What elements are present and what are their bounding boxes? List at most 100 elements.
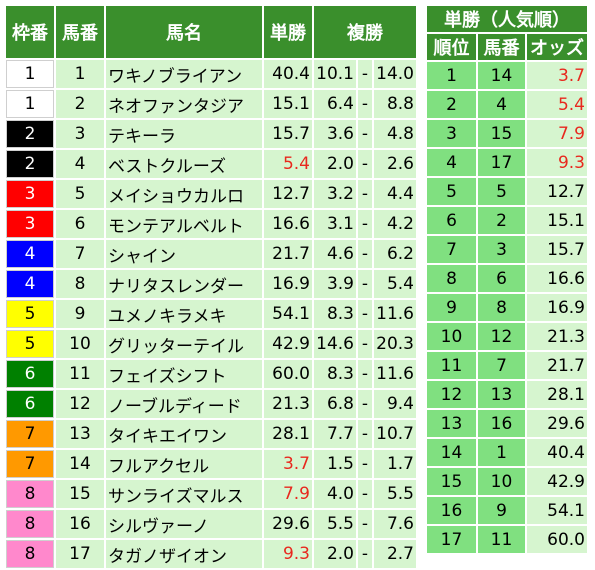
place-separator: -: [358, 510, 372, 538]
table-row: 8 17 タガノザイオン 9.3 2.0-2.7: [6, 540, 416, 568]
popularity-rank: 1: [427, 62, 476, 89]
win-odds: 29.6: [264, 510, 312, 538]
frame-number: 7: [6, 450, 54, 478]
popularity-row: 11 7 21.7: [427, 352, 587, 379]
popularity-row: 12 13 28.1: [427, 381, 587, 408]
horse-number: 15: [56, 480, 104, 508]
popularity-row: 15 10 42.9: [427, 468, 587, 495]
place-separator: -: [358, 210, 372, 238]
frame-number: 3: [6, 180, 54, 208]
frame-number: 7: [6, 420, 54, 448]
frame-number: 4: [6, 270, 54, 298]
frame-number: 2: [6, 120, 54, 148]
table-row: 5 10 グリッターテイル 42.9 14.6-20.3: [6, 330, 416, 358]
place-odds-low: 3.1: [314, 210, 356, 238]
horse-name: ネオファンタジア: [106, 90, 262, 118]
table-row: 7 13 タイキエイワン 28.1 7.7-10.7: [6, 420, 416, 448]
place-separator: -: [358, 420, 372, 448]
table-row: 3 5 メイショウカルロ 12.7 3.2-4.4: [6, 180, 416, 208]
popularity-rows: 1 14 3.7 2 4 5.4 3 15 7.9 4 17 9.3 5 5 12.7 6 2 15.1 7 3 15.…: [427, 62, 587, 553]
place-odds-high: 4.8: [374, 120, 416, 148]
place-odds-low: 7.7: [314, 420, 356, 448]
win-odds: 12.7: [264, 180, 312, 208]
win-odds: 7.9: [264, 480, 312, 508]
frame-number: 3: [6, 210, 54, 238]
popularity-odds: 9.3: [527, 149, 587, 176]
place-odds-low: 6.4: [314, 90, 356, 118]
horse-name: フルアクセル: [106, 450, 262, 478]
popularity-rank: 12: [427, 381, 476, 408]
place-odds-high: 20.3: [374, 330, 416, 358]
frame-number: 1: [6, 60, 54, 88]
popularity-row: 9 8 16.9: [427, 294, 587, 321]
table-row: 8 15 サンライズマルス 7.9 4.0-5.5: [6, 480, 416, 508]
place-odds-low: 8.3: [314, 360, 356, 388]
win-odds: 16.9: [264, 270, 312, 298]
table-row: 6 12 ノーブルディード 21.3 6.8-9.4: [6, 390, 416, 418]
popularity-row: 13 16 29.6: [427, 410, 587, 437]
place-odds-high: 5.5: [374, 480, 416, 508]
header-number: 馬番: [56, 6, 104, 58]
place-separator: -: [358, 390, 372, 418]
win-odds: 54.1: [264, 300, 312, 328]
popularity-horse-number: 7: [478, 352, 525, 379]
place-odds-high: 2.6: [374, 150, 416, 178]
place-odds-low: 4.0: [314, 480, 356, 508]
odds-table: 枠番 馬番 馬名 単勝 複勝 1 1 ワキノブライアン 40.4 10.1-14.0 1 2…: [4, 4, 418, 570]
place-odds-low: 10.1: [314, 60, 356, 88]
table-row: 4 8 ナリタスレンダー 16.9 3.9-5.4: [6, 270, 416, 298]
win-odds: 42.9: [264, 330, 312, 358]
popularity-rank: 6: [427, 207, 476, 234]
horse-number: 5: [56, 180, 104, 208]
place-separator: -: [358, 540, 372, 568]
popularity-row: 14 1 40.4: [427, 439, 587, 466]
popularity-rank: 10: [427, 323, 476, 350]
popularity-rank: 9: [427, 294, 476, 321]
popularity-horse-number: 10: [478, 468, 525, 495]
popularity-horse-number: 3: [478, 236, 525, 263]
popularity-horse-number: 8: [478, 294, 525, 321]
popularity-rank: 2: [427, 91, 476, 118]
popularity-rank: 4: [427, 149, 476, 176]
win-odds: 21.3: [264, 390, 312, 418]
place-separator: -: [358, 180, 372, 208]
popularity-row: 3 15 7.9: [427, 120, 587, 147]
horse-name: ユメノキラメキ: [106, 300, 262, 328]
popularity-horse-number: 16: [478, 410, 525, 437]
place-odds-high: 1.7: [374, 450, 416, 478]
horse-name: ベストクルーズ: [106, 150, 262, 178]
place-separator: -: [358, 330, 372, 358]
popularity-horse-number: 14: [478, 62, 525, 89]
popularity-row: 5 5 12.7: [427, 178, 587, 205]
popularity-odds: 40.4: [527, 439, 587, 466]
place-odds-high: 11.6: [374, 300, 416, 328]
horse-name: グリッターテイル: [106, 330, 262, 358]
win-odds: 15.1: [264, 90, 312, 118]
popularity-row: 6 2 15.1: [427, 207, 587, 234]
place-odds-low: 4.6: [314, 240, 356, 268]
header-horse-name: 馬名: [106, 6, 262, 58]
popularity-odds: 12.7: [527, 178, 587, 205]
popularity-odds: 5.4: [527, 91, 587, 118]
horse-name: ナリタスレンダー: [106, 270, 262, 298]
horse-name: テキーラ: [106, 120, 262, 148]
horse-number: 6: [56, 210, 104, 238]
place-separator: -: [358, 450, 372, 478]
popularity-odds: 7.9: [527, 120, 587, 147]
popularity-odds: 28.1: [527, 381, 587, 408]
place-odds-low: 14.6: [314, 330, 356, 358]
place-odds-high: 2.7: [374, 540, 416, 568]
win-odds: 28.1: [264, 420, 312, 448]
popularity-row: 16 9 54.1: [427, 497, 587, 524]
popularity-horse-number: 13: [478, 381, 525, 408]
place-separator: -: [358, 90, 372, 118]
horse-number: 11: [56, 360, 104, 388]
win-odds: 5.4: [264, 150, 312, 178]
frame-number: 6: [6, 360, 54, 388]
header-place: 複勝: [314, 6, 416, 58]
header-pop-number: 馬番: [478, 34, 525, 60]
popularity-horse-number: 6: [478, 265, 525, 292]
popularity-horse-number: 4: [478, 91, 525, 118]
popularity-horse-number: 1: [478, 439, 525, 466]
popularity-row: 7 3 15.7: [427, 236, 587, 263]
